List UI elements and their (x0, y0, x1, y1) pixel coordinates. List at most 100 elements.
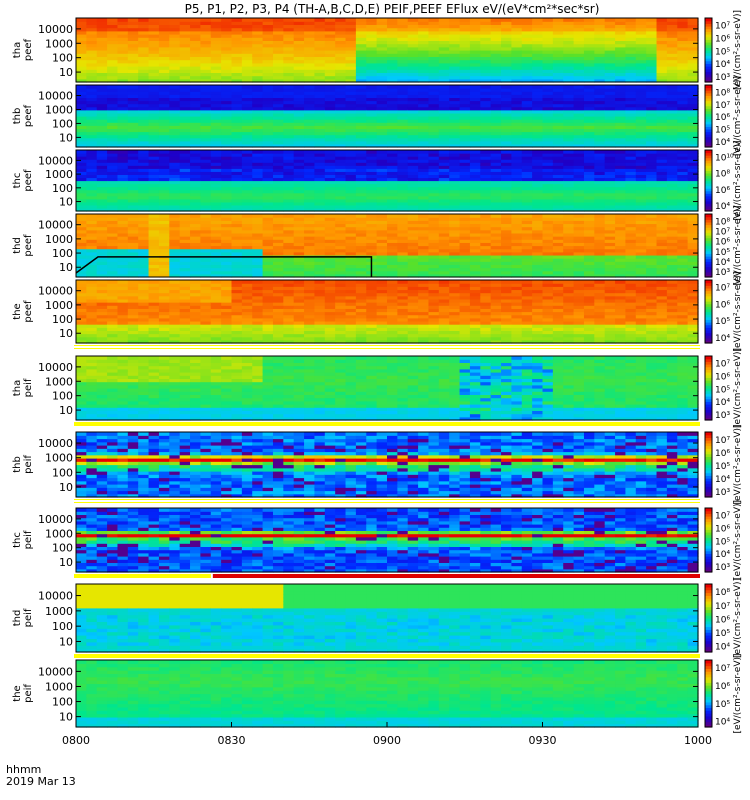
spectrogram-cell (501, 66, 512, 70)
spectrogram-cell (418, 112, 430, 117)
spectrogram-cell (210, 56, 222, 61)
spectrogram-cell (480, 53, 492, 57)
spectrogram-cell (418, 128, 430, 133)
spectrogram-cell (158, 214, 170, 218)
spectrogram-cell (552, 128, 564, 133)
spectrogram-cell (656, 204, 668, 209)
spectrogram-cell (615, 125, 627, 129)
spectrogram-cell (190, 236, 201, 240)
spectrogram-cell (127, 150, 139, 154)
spectrogram-cell (96, 112, 108, 117)
spectrogram-cell (241, 46, 253, 51)
spectrogram-cell (449, 128, 461, 133)
spectrogram-cell (687, 239, 699, 243)
spectrogram-cell (480, 140, 492, 145)
spectrogram-cell (293, 153, 305, 157)
spectrogram-cell (262, 183, 274, 188)
panel-frame (75, 17, 699, 83)
spectrogram-cell (304, 207, 316, 212)
spectrogram-cell (428, 59, 440, 64)
spectrogram-cell (511, 112, 523, 117)
spectrogram-cell (293, 214, 305, 218)
spectrogram-cell (107, 91, 119, 95)
spectrogram-cell (532, 198, 544, 203)
spectrogram-cell (86, 267, 98, 272)
spectrogram-cell (604, 109, 616, 114)
spectrogram-cell (387, 273, 398, 278)
spectrogram-cell (635, 239, 647, 243)
spectrogram-cell (376, 264, 388, 269)
spectrogram-cell (521, 43, 533, 48)
spectrogram-cell (190, 156, 201, 160)
spectrogram-cell (127, 30, 139, 35)
spectrogram-cell (666, 195, 678, 200)
spectrogram-cell (625, 254, 637, 259)
spectrogram-cell (127, 168, 139, 172)
spectrogram-cell (314, 91, 326, 95)
spectrogram-cell (345, 72, 357, 77)
spectrogram-cell (324, 50, 336, 54)
spectrogram-cell (241, 195, 253, 200)
spectrogram-cell (449, 24, 461, 29)
spectrogram-cell (190, 125, 201, 129)
spectrogram-cell (179, 94, 191, 98)
spectrogram-cell (583, 56, 595, 61)
spectrogram-cell (314, 43, 326, 48)
spectrogram-cell (615, 143, 627, 148)
spectrogram-cell (190, 214, 201, 218)
spectrogram-cell (677, 180, 689, 185)
spectrogram-cell (552, 85, 564, 89)
spectrogram-cell (117, 18, 129, 22)
spectrogram-cell (666, 261, 678, 265)
spectrogram-cell (532, 204, 544, 209)
spectrogram-cell (552, 56, 564, 61)
spectrogram-cell (210, 248, 222, 253)
spectrogram-cell (117, 143, 129, 148)
spectrogram-cell (656, 192, 668, 197)
spectrogram-cell (687, 156, 699, 160)
spectrogram-cell (604, 192, 616, 197)
spectrogram-cell (407, 273, 419, 278)
spectrogram-cell (552, 174, 564, 179)
spectrogram-cell (583, 207, 595, 212)
spectrogram-cell (428, 34, 440, 38)
spectrogram-cell (511, 156, 523, 160)
spectrogram-cell (96, 258, 108, 262)
spectrogram-cell (397, 134, 409, 139)
spectrogram-cell (656, 131, 668, 136)
spectrogram-cell (293, 248, 305, 253)
spectrogram-cell (96, 245, 108, 250)
spectrogram-cell (604, 186, 616, 191)
spectrogram-cell (283, 69, 295, 73)
spectrogram-cell (573, 128, 585, 133)
spectrogram-cell (646, 267, 658, 272)
spectrogram-cell (190, 183, 201, 188)
spectrogram-cell (552, 122, 564, 126)
spectrogram-cell (469, 162, 481, 166)
spectrogram-cell (272, 91, 284, 95)
spectrogram-cell (428, 103, 440, 108)
spectrogram-cell (625, 177, 637, 182)
spectrogram-cell (438, 159, 450, 163)
spectrogram-cell (573, 137, 585, 142)
spectrogram-cell (469, 134, 481, 139)
spectrogram-cell (646, 75, 658, 80)
spectrogram-cell (107, 239, 119, 243)
spectrogram-cell (407, 207, 419, 212)
spectrogram-cell (158, 50, 170, 54)
spectrogram-cell (501, 156, 512, 160)
spectrogram-cell (687, 62, 699, 67)
spectrogram-cell (221, 94, 233, 98)
spectrogram-cell (324, 217, 336, 221)
colorbar-tick-label: 10⁸ (715, 218, 730, 228)
spectrogram-cell (355, 137, 367, 142)
spectrogram-cell (96, 171, 108, 175)
y-tick-label: 10 (59, 66, 73, 79)
spectrogram-cell (418, 43, 430, 48)
spectrogram-cell (127, 226, 139, 231)
spectrogram-cell (138, 97, 150, 102)
spectrogram-cell (148, 264, 160, 269)
spectrogram-cell (501, 245, 512, 250)
spectrogram-cell (449, 174, 461, 179)
spectrogram-cell (387, 248, 398, 253)
